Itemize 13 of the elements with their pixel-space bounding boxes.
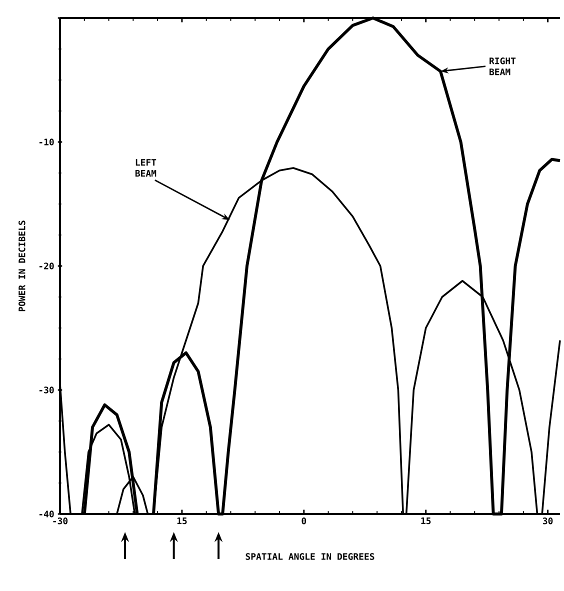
y-axis-title: POWER IN DECIBELS (18, 220, 26, 312)
y-tick-label: -30 (39, 386, 54, 394)
y-tick-label: -10 (39, 138, 54, 146)
x-tick-label: 15 (177, 518, 187, 524)
x-axis-title: SPATIAL ANGLE IN DEGREES (246, 553, 374, 560)
x-tick-label: -30 (53, 518, 68, 524)
x-tick-label: 30 (542, 518, 553, 524)
annotation: RIGHT BEAM (490, 58, 516, 76)
y-tick-label: -40 (39, 510, 54, 518)
annotation: LEFT BEAM (135, 159, 156, 177)
x-tick-label: 15 (421, 518, 431, 524)
x-tick-label: 0 (302, 518, 306, 524)
y-tick-label: -20 (39, 262, 54, 270)
